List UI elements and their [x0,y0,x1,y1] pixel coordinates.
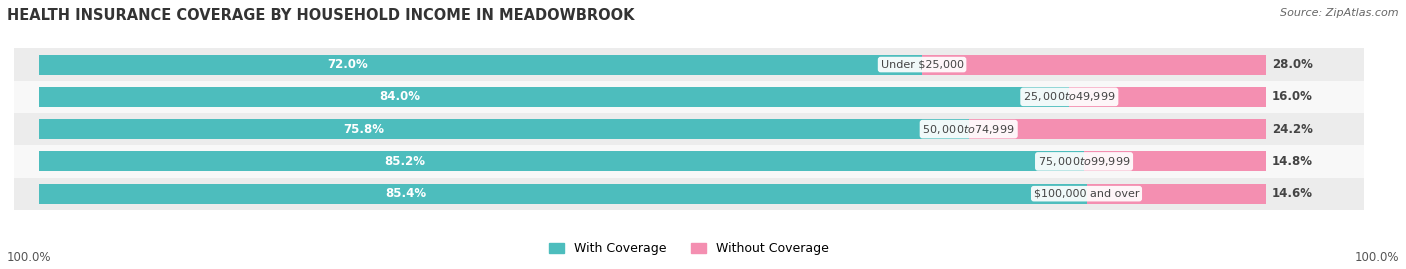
Bar [1084,151,1265,171]
Text: $50,000 to $74,999: $50,000 to $74,999 [922,123,1015,136]
Bar [38,184,1087,204]
Bar [14,145,1364,178]
Text: 16.0%: 16.0% [1272,90,1313,103]
Bar [969,119,1265,139]
Bar [1070,87,1265,107]
Text: 75.8%: 75.8% [343,123,385,136]
Bar [38,151,1084,171]
Text: $25,000 to $49,999: $25,000 to $49,999 [1024,90,1115,103]
Bar [14,178,1364,210]
Text: 14.8%: 14.8% [1272,155,1313,168]
Bar [1087,184,1265,204]
Text: 84.0%: 84.0% [378,90,420,103]
Legend: With Coverage, Without Coverage: With Coverage, Without Coverage [544,237,834,260]
Text: 24.2%: 24.2% [1272,123,1313,136]
Bar [38,55,922,75]
Text: 28.0%: 28.0% [1272,58,1313,71]
Text: Source: ZipAtlas.com: Source: ZipAtlas.com [1281,8,1399,18]
Bar [14,81,1364,113]
Bar [38,119,969,139]
Text: 72.0%: 72.0% [328,58,368,71]
Bar [14,113,1364,145]
Text: 14.6%: 14.6% [1272,187,1313,200]
Text: Under $25,000: Under $25,000 [880,59,963,70]
Text: 100.0%: 100.0% [1354,251,1399,264]
Bar [922,55,1265,75]
Text: 85.4%: 85.4% [385,187,426,200]
Bar [14,48,1364,81]
Text: 85.2%: 85.2% [384,155,425,168]
Bar [38,87,1070,107]
Text: $75,000 to $99,999: $75,000 to $99,999 [1038,155,1130,168]
Text: 100.0%: 100.0% [7,251,52,264]
Text: HEALTH INSURANCE COVERAGE BY HOUSEHOLD INCOME IN MEADOWBROOK: HEALTH INSURANCE COVERAGE BY HOUSEHOLD I… [7,8,634,23]
Text: $100,000 and over: $100,000 and over [1033,189,1139,199]
